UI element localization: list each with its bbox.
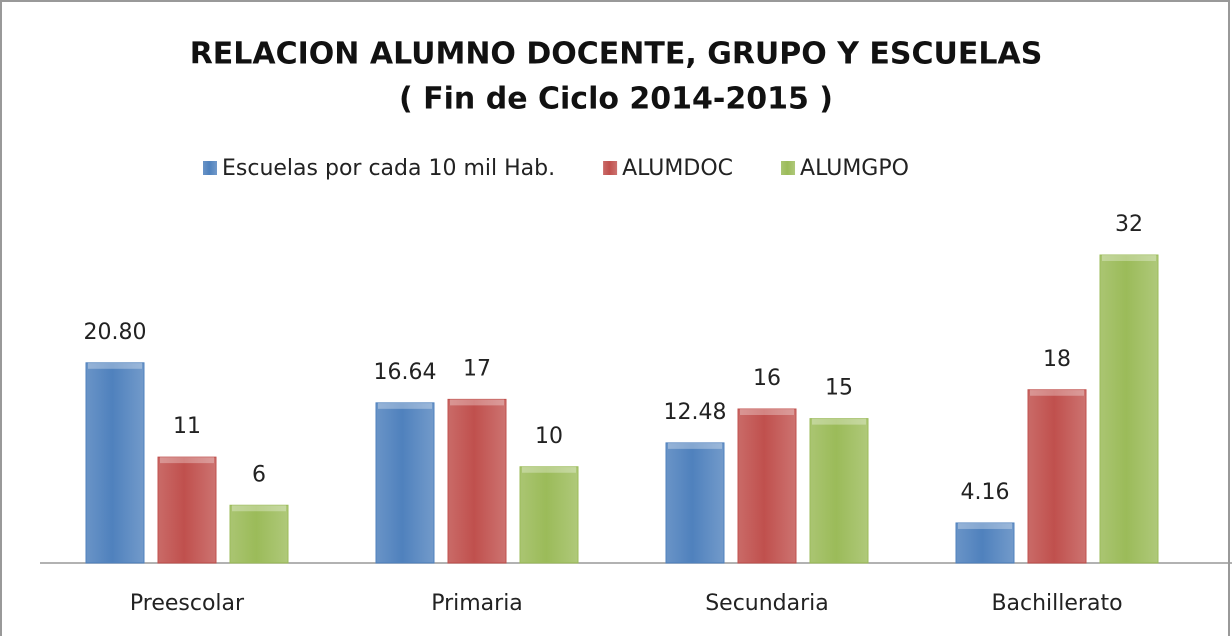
bar [1099,254,1159,564]
bar [85,362,145,564]
data-label: 10 [535,424,563,449]
data-label: 16 [753,366,781,391]
bar-highlight [88,362,142,369]
bar-highlight [450,399,504,406]
x-tick-label: Primaria [431,591,523,616]
bar-highlight [522,466,576,473]
bar-highlight [378,402,432,409]
bar [737,408,797,564]
legend-label: ALUMGPO [800,156,909,181]
bar-highlight [160,457,214,464]
data-label: 6 [252,462,266,487]
legend-swatch [781,161,796,175]
bar [519,466,579,564]
data-label: 12.48 [664,400,727,425]
data-label: 17 [463,356,491,381]
data-label: 16.64 [374,360,437,385]
data-label: 11 [173,414,201,439]
bar-highlight [812,418,866,425]
bar [157,456,217,564]
bar-highlight [958,522,1012,529]
data-label: 32 [1115,212,1143,237]
bar [375,402,435,564]
bar [229,504,289,564]
data-label: 18 [1043,347,1071,372]
legend-swatch [203,161,217,175]
x-tick-label: Bachillerato [991,591,1122,616]
bar [1027,389,1087,564]
bar-highlight [1030,389,1084,396]
data-label: 20.80 [84,320,147,345]
x-tick-label: Secundaria [705,591,829,616]
bar [809,418,869,564]
chart-title: RELACION ALUMNO DOCENTE, GRUPO Y ESCUELA… [190,37,1043,72]
x-tick-label: Preescolar [130,591,245,616]
bar [955,522,1015,564]
chart-subtitle: ( Fin de Ciclo 2014-2015 ) [399,82,833,117]
legend-label: Escuelas por cada 10 mil Hab. [222,156,555,181]
bar-highlight [1102,255,1156,261]
legend-label: ALUMDOC [622,156,733,181]
bar-highlight [668,442,722,449]
legend-swatch [603,161,618,175]
bar [665,442,725,564]
bar-highlight [740,409,794,415]
data-label: 4.16 [961,480,1010,505]
bar-highlight [232,505,286,512]
bar [447,398,507,564]
data-label: 15 [825,376,853,401]
